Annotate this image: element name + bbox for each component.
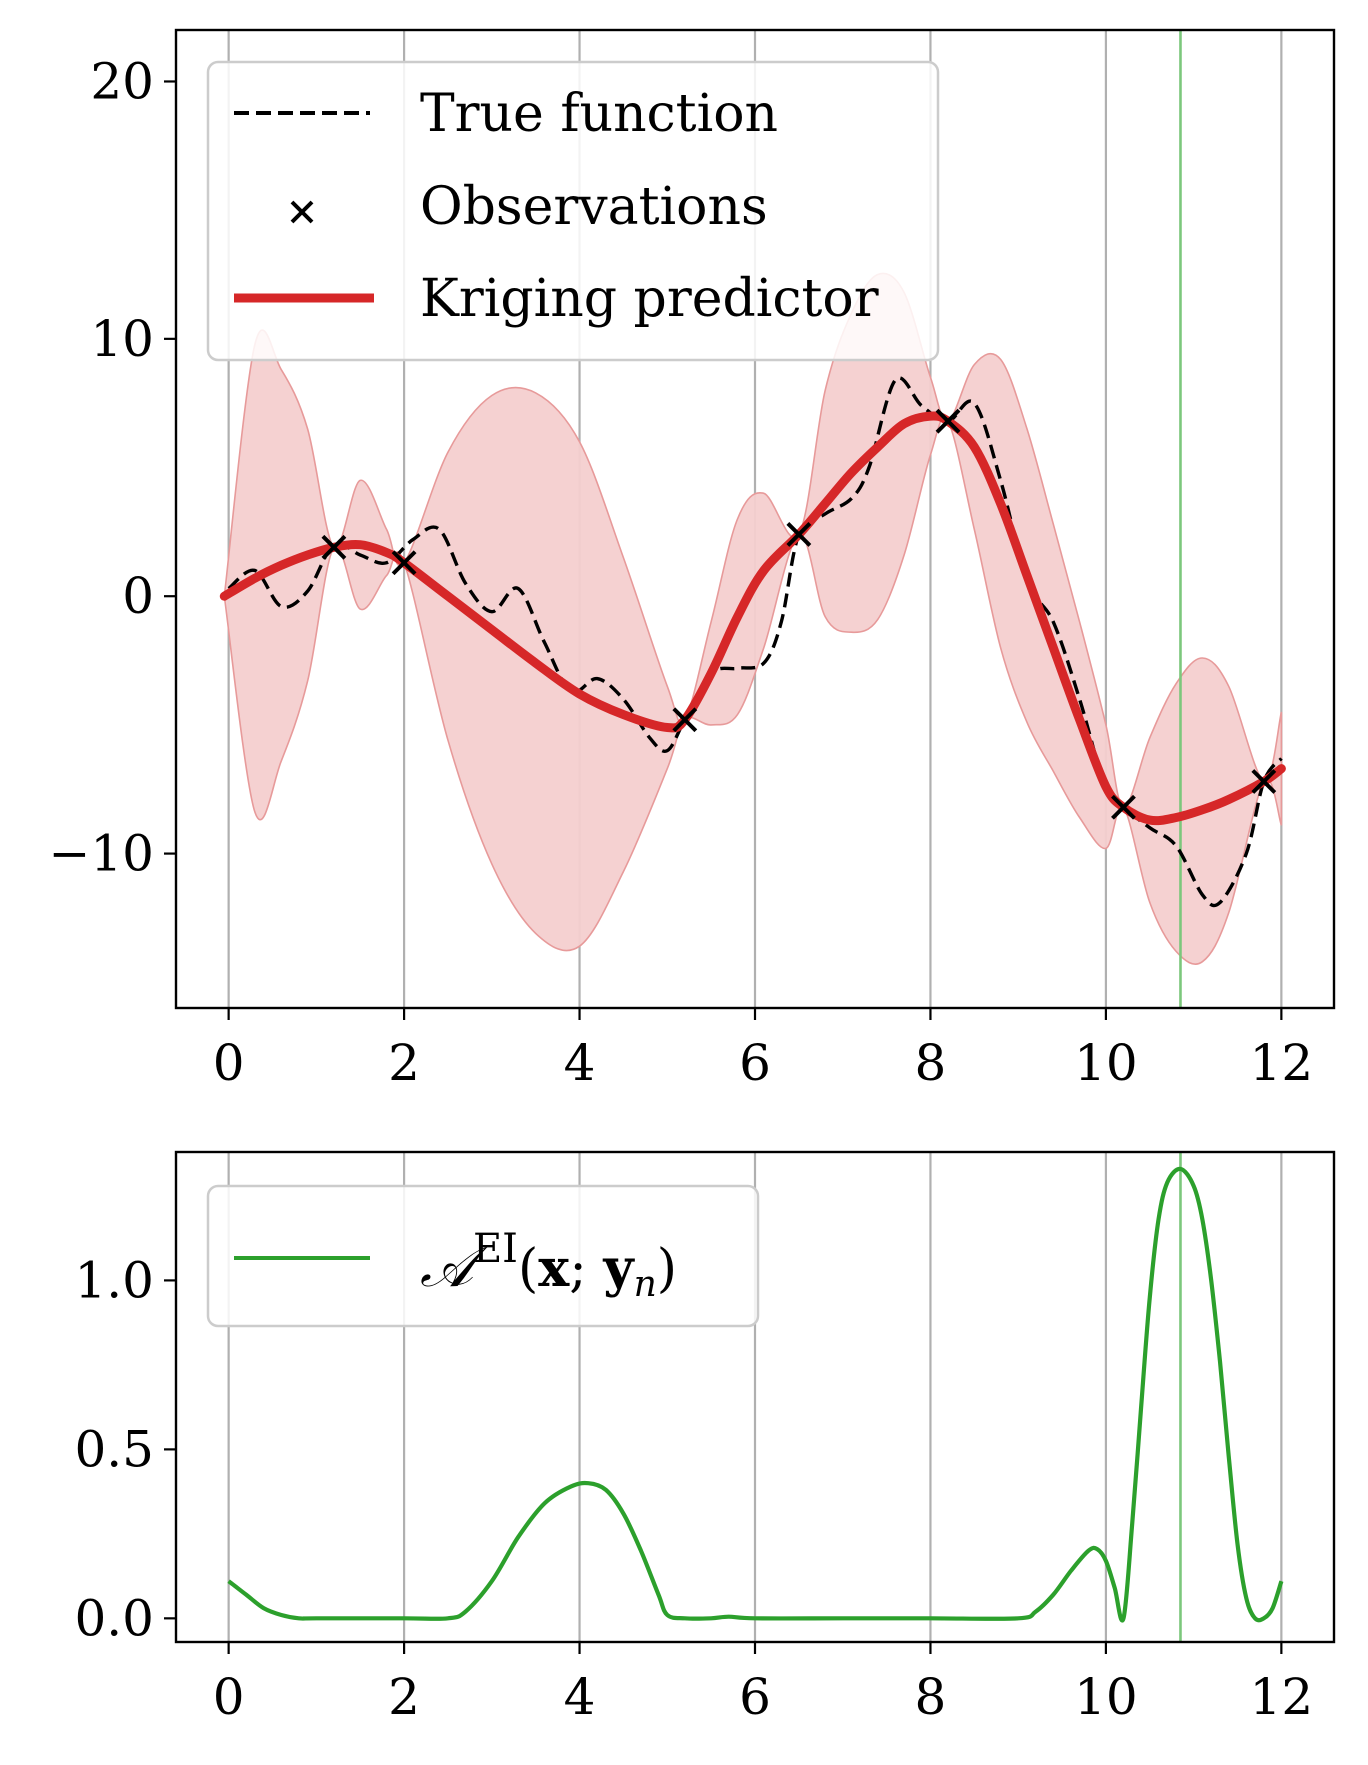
x-tick-label: 8 (915, 1034, 947, 1092)
expected-improvement-line (227, 1166, 1284, 1623)
x-tick-label: 0 (213, 1668, 245, 1726)
y-tick-label: 0.0 (74, 1589, 154, 1647)
observation-marker (672, 707, 698, 733)
top-legend: True function Observations Kriging predi… (206, 60, 940, 362)
x-tick-label: 0 (213, 1034, 245, 1092)
top-x-ticks: 0 2 4 6 8 10 12 (213, 1008, 1313, 1092)
bottom-legend: 𝒜EI(x; yn) (206, 1184, 760, 1328)
observation-marker (1111, 794, 1136, 820)
observation-marker (935, 408, 961, 434)
observation-markers (321, 408, 1277, 820)
x-tick-label: 2 (388, 1034, 420, 1092)
x-tick-label: 6 (739, 1034, 771, 1092)
y-tick-label: 0 (122, 567, 154, 625)
top-y-ticks: −10 0 10 20 (48, 52, 176, 883)
bottom-panel: 0 2 4 6 8 10 12 0.0 0.5 1.0 𝒜EI(x; yn) (74, 1150, 1336, 1726)
x-tick-label: 10 (1074, 1034, 1138, 1092)
x-tick-label: 12 (1250, 1668, 1314, 1726)
legend-true-function-label: True function (420, 84, 778, 144)
observation-marker (786, 522, 812, 547)
x-tick-label: 4 (564, 1668, 596, 1726)
x-tick-label: 4 (564, 1034, 596, 1092)
bottom-y-ticks: 0.0 0.5 1.0 (74, 1251, 176, 1647)
top-legend-box (206, 60, 940, 362)
legend-kriging-label: Kriging predictor (420, 269, 879, 329)
y-tick-label: 20 (90, 52, 154, 110)
observation-marker (321, 534, 347, 560)
bottom-legend-box (206, 1184, 760, 1328)
y-tick-label: 10 (90, 310, 154, 368)
observation-marker (391, 550, 417, 576)
top-panel: 0 2 4 6 8 10 12 −10 0 10 20 True function Observa… (48, 28, 1336, 1092)
bottom-x-ticks: 0 2 4 6 8 10 12 (213, 1642, 1313, 1726)
x-tick-label: 6 (739, 1668, 771, 1726)
y-tick-label: 1.0 (74, 1251, 154, 1309)
observation-marker (1251, 769, 1277, 794)
y-tick-label: 0.5 (74, 1420, 154, 1478)
confidence-band (223, 272, 1283, 965)
x-tick-label: 2 (388, 1668, 420, 1726)
legend-observations-swatch (290, 200, 314, 224)
legend-observations-label: Observations (420, 177, 768, 237)
x-tick-label: 8 (915, 1668, 947, 1726)
x-tick-label: 12 (1250, 1034, 1314, 1092)
y-tick-label: −10 (48, 825, 154, 883)
x-tick-label: 10 (1074, 1668, 1138, 1726)
